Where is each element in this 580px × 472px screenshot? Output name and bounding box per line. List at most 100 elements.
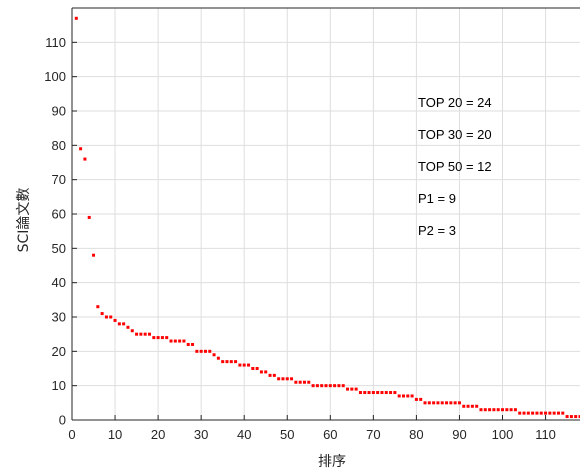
data-point [126, 325, 130, 329]
data-point [143, 332, 147, 336]
data-point [152, 336, 156, 340]
data-point [333, 384, 337, 388]
data-point [104, 315, 108, 319]
data-point [453, 401, 457, 405]
data-point [414, 397, 418, 401]
data-point [79, 147, 83, 151]
data-point [470, 404, 474, 408]
annotation-3: TOP 50 = 12 [418, 159, 492, 174]
data-point [109, 315, 113, 319]
data-point [156, 336, 160, 340]
data-point [182, 339, 186, 343]
data-point [255, 367, 259, 370]
data-point [139, 332, 143, 336]
data-point [354, 387, 358, 391]
data-point [574, 415, 578, 419]
data-point [302, 380, 306, 384]
data-point [397, 394, 401, 398]
data-point [488, 408, 492, 412]
data-point [535, 411, 539, 415]
data-point [117, 322, 121, 326]
annotation-1: TOP 20 = 24 [418, 95, 492, 110]
data-point [410, 394, 414, 398]
data-point [74, 16, 78, 20]
data-point [578, 415, 580, 419]
data-point [548, 411, 552, 415]
data-point [191, 342, 195, 346]
data-point [496, 408, 500, 412]
data-point [509, 408, 513, 412]
data-point [216, 356, 220, 360]
data-point [165, 336, 169, 340]
grid-lines [72, 8, 580, 420]
data-point [436, 401, 440, 405]
x-tick-label: 90 [452, 427, 466, 442]
data-point [83, 157, 87, 161]
data-point [122, 322, 126, 326]
data-point [328, 384, 332, 388]
data-point [212, 353, 216, 357]
data-point [268, 373, 272, 377]
y-tick-label: 30 [52, 310, 66, 325]
data-point [272, 373, 276, 377]
data-point [518, 411, 522, 415]
data-point [100, 312, 104, 316]
data-point [457, 401, 461, 405]
data-point [341, 384, 345, 388]
data-point [234, 360, 238, 364]
data-point [285, 377, 289, 381]
y-tick-label: 80 [52, 138, 66, 153]
data-point [350, 387, 354, 391]
data-point [513, 408, 517, 412]
data-point [389, 391, 393, 395]
y-tick-label: 50 [52, 241, 66, 256]
data-point [96, 305, 100, 309]
x-tick-label: 110 [535, 427, 556, 442]
data-point [526, 411, 530, 415]
data-point [406, 394, 410, 398]
data-point [565, 415, 569, 419]
annotation-5: P2 = 3 [418, 223, 456, 238]
data-point [307, 380, 311, 384]
x-tick-label: 100 [492, 427, 514, 442]
data-point [483, 408, 487, 412]
data-point [290, 377, 294, 381]
data-point [380, 391, 384, 395]
data-point [449, 401, 453, 405]
data-point [501, 408, 505, 412]
x-tick-label: 10 [108, 427, 122, 442]
data-point [315, 384, 319, 388]
data-point [462, 404, 466, 408]
y-axis-label: SCI論文數 [16, 188, 32, 253]
x-tick-label: 70 [366, 427, 380, 442]
x-tick-label: 40 [237, 427, 251, 442]
y-tick-label: 40 [52, 275, 66, 290]
data-point [277, 377, 281, 381]
y-tick-label: 10 [52, 378, 66, 393]
data-point [346, 387, 350, 391]
data-point [432, 401, 436, 405]
data-point [225, 360, 229, 364]
data-point [135, 332, 139, 336]
data-point [195, 349, 199, 353]
x-tick-label: 30 [194, 427, 208, 442]
data-point [324, 384, 328, 388]
data-point [113, 318, 117, 322]
data-point [539, 411, 543, 415]
data-point [427, 401, 431, 405]
data-point [569, 415, 573, 419]
data-point [531, 411, 535, 415]
data-point [358, 391, 362, 395]
data-point [363, 391, 367, 395]
data-point [208, 349, 212, 353]
data-point [87, 215, 91, 219]
data-point [251, 367, 255, 370]
data-point [556, 411, 560, 415]
data-point [479, 408, 483, 412]
data-point [552, 411, 556, 415]
x-axis-label: 排序 [318, 454, 346, 470]
y-tick-label: 20 [52, 344, 66, 359]
x-tick-label: 20 [151, 427, 165, 442]
data-point [492, 408, 496, 412]
